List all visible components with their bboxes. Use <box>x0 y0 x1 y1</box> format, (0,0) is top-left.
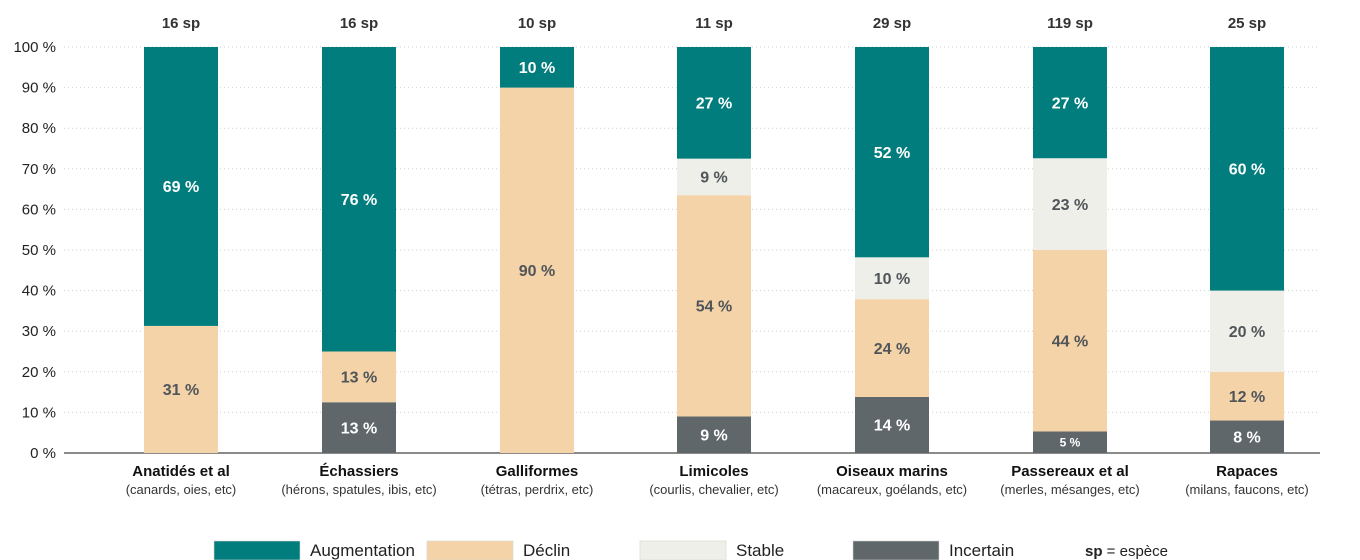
data-label: 23 % <box>1052 197 1088 214</box>
species-count: 16 sp <box>162 15 200 32</box>
legend: Augmentation Déclin Stable Incertain sp = es… <box>213 540 1168 560</box>
bar-segment-augmentation <box>500 47 574 88</box>
data-label: 60 % <box>1229 162 1265 179</box>
bar-segment-incertain <box>1033 431 1107 453</box>
y-tick-label: 50 % <box>22 242 56 259</box>
data-label: 9 % <box>700 427 728 444</box>
legend-note-text: = espèce <box>1103 543 1168 560</box>
bar-segment-déclin <box>677 195 751 417</box>
category-subtitle: (merles, mésanges, etc) <box>1000 482 1139 497</box>
category-name: Échassiers <box>319 463 398 480</box>
legend-label: Déclin <box>523 541 570 560</box>
species-count: 25 sp <box>1228 15 1266 32</box>
data-label: 12 % <box>1229 389 1265 406</box>
bar-segment-déclin <box>322 351 396 403</box>
category-name: Oiseaux marins <box>836 463 948 480</box>
data-label: 10 % <box>874 271 910 288</box>
bar-segment-stable <box>1210 290 1284 372</box>
data-label: 13 % <box>341 370 377 387</box>
data-label: 27 % <box>696 96 732 113</box>
data-label: 54 % <box>696 299 732 316</box>
y-tick-label: 10 % <box>22 404 56 421</box>
bar-segment-incertain <box>855 396 929 453</box>
y-axis-ticks: 0 % 10 % 20 % 30 % 40 % 50 % 60 % 70 % 80 % 90 % 1… <box>13 39 56 462</box>
species-count: 119 sp <box>1047 15 1093 32</box>
species-count: 10 sp <box>518 15 556 32</box>
y-tick-label: 0 % <box>30 445 56 462</box>
bar-segment-stable <box>677 158 751 196</box>
y-tick-label: 40 % <box>22 283 56 300</box>
bar-segment-augmentation <box>144 47 218 326</box>
bar-segment-déclin <box>144 325 218 453</box>
y-tick-label: 90 % <box>22 80 56 97</box>
bar-segment-augmentation <box>1033 47 1107 159</box>
legend-swatch <box>639 540 727 560</box>
data-label: 69 % <box>163 179 199 196</box>
bar-segment-augmentation <box>677 47 751 159</box>
bar-segment-déclin <box>1210 371 1284 421</box>
y-tick-label: 30 % <box>22 323 56 340</box>
bar-segment-augmentation <box>322 47 396 352</box>
bar-segment-incertain <box>322 402 396 453</box>
category-name: Passereaux et al <box>1011 463 1129 480</box>
category-subtitle: (tétras, perdrix, etc) <box>481 482 594 497</box>
data-label: 5 % <box>1060 436 1081 450</box>
legend-label: Incertain <box>949 541 1014 560</box>
data-label: 31 % <box>163 382 199 399</box>
data-label: 44 % <box>1052 334 1088 351</box>
data-label: 76 % <box>341 192 377 209</box>
bar-segment-stable <box>855 257 929 300</box>
category-subtitle: (hérons, spatules, ibis, etc) <box>281 482 436 497</box>
bar-segment-déclin <box>855 299 929 397</box>
bars: 31 % 69 % 13 % 13 % 76 % 90 % 10 % 9 % 54 % 9 % 27… <box>144 47 1284 453</box>
data-label: 10 % <box>519 60 555 77</box>
data-label: 9 % <box>700 170 728 187</box>
bar-segment-augmentation <box>1210 47 1284 291</box>
data-label: 14 % <box>874 418 910 435</box>
data-label: 24 % <box>874 341 910 358</box>
bar-segment-incertain <box>1210 420 1284 453</box>
species-count: 16 sp <box>340 15 378 32</box>
bar-segment-incertain <box>677 416 751 453</box>
category-name: Rapaces <box>1216 463 1278 480</box>
category-name: Limicoles <box>679 463 748 480</box>
y-tick-label: 80 % <box>22 120 56 137</box>
species-count: 29 sp <box>873 15 911 32</box>
y-tick-label: 20 % <box>22 364 56 381</box>
species-count: 11 sp <box>695 15 733 32</box>
y-tick-label: 100 % <box>13 39 56 56</box>
bar-segment-augmentation <box>855 47 929 258</box>
category-subtitle: (canards, oies, etc) <box>126 482 237 497</box>
legend-swatch <box>213 540 301 560</box>
bar-segment-stable <box>1033 158 1107 250</box>
data-label: 52 % <box>874 145 910 162</box>
legend-swatch <box>426 540 514 560</box>
category-labels: 16 sp Anatidés et al (canards, oies, etc) 1… <box>126 15 1309 497</box>
category-name: Anatidés et al <box>132 463 230 480</box>
category-subtitle: (macareux, goélands, etc) <box>817 482 967 497</box>
bar-segment-déclin <box>1033 250 1107 432</box>
category-name: Galliformes <box>496 463 579 480</box>
y-tick-label: 70 % <box>22 161 56 178</box>
data-label: 27 % <box>1052 95 1088 112</box>
data-label: 90 % <box>519 263 555 280</box>
legend-label: Augmentation <box>310 541 415 560</box>
data-label: 20 % <box>1229 324 1265 341</box>
legend-swatch <box>852 540 940 560</box>
bar-segment-déclin <box>500 87 574 453</box>
data-label: 8 % <box>1233 430 1261 447</box>
category-subtitle: (milans, faucons, etc) <box>1185 482 1309 497</box>
legend-note-key: sp <box>1085 543 1103 560</box>
data-label: 13 % <box>341 420 377 437</box>
y-tick-label: 60 % <box>22 201 56 218</box>
legend-label: Stable <box>736 541 784 560</box>
legend-note: sp = espèce <box>1085 543 1168 560</box>
category-subtitle: (courlis, chevalier, etc) <box>649 482 778 497</box>
